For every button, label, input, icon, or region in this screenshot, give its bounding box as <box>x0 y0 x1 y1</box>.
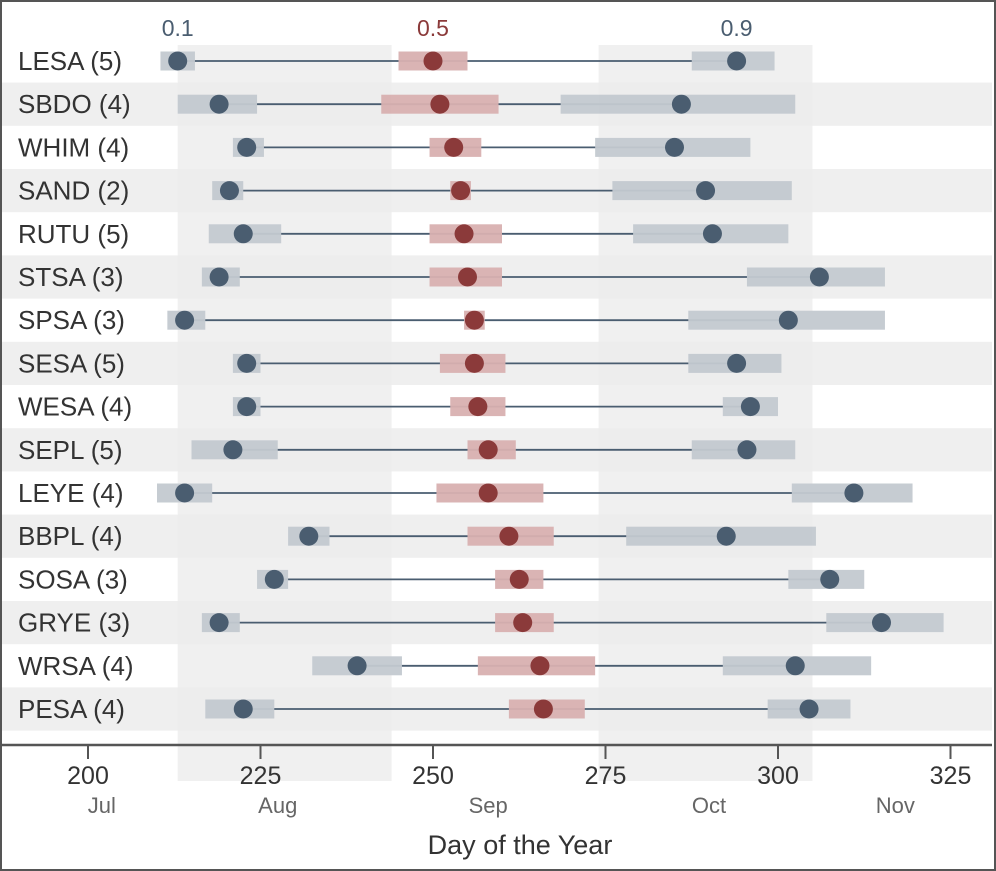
point-q0.5 <box>533 699 553 719</box>
point-q0.1 <box>233 699 253 719</box>
month-label: Jul <box>88 793 116 818</box>
point-q0.5 <box>464 310 484 330</box>
point-q0.9 <box>872 613 891 633</box>
quantile-label-0.9: 0.9 <box>721 15 753 41</box>
row-label: GRYE (3) <box>18 608 130 638</box>
point-q0.1 <box>237 137 257 157</box>
quantile-label-0.5: 0.5 <box>417 15 449 41</box>
month-label: Nov <box>876 793 915 818</box>
point-q0.1 <box>209 94 229 114</box>
point-q0.5 <box>430 94 450 114</box>
month-label: Sep <box>469 793 508 818</box>
point-q0.9 <box>671 94 691 114</box>
x-tick-label: 200 <box>67 762 109 790</box>
x-axis-title: Day of the Year <box>428 830 613 860</box>
point-q0.5 <box>513 613 533 633</box>
point-q0.5 <box>530 656 550 676</box>
point-q0.1 <box>175 310 195 330</box>
quantile-label-0.1: 0.1 <box>162 15 194 41</box>
row-label: SEPL (5) <box>18 435 123 465</box>
x-tick-label: 250 <box>412 762 454 790</box>
point-q0.1 <box>264 569 284 589</box>
point-q0.9 <box>785 656 805 676</box>
point-q0.1 <box>168 51 188 71</box>
x-tick-label: 300 <box>757 762 799 790</box>
point-q0.5 <box>478 483 498 503</box>
x-tick-label: 325 <box>930 762 972 790</box>
point-q0.5 <box>478 440 498 460</box>
month-label: Aug <box>258 793 297 818</box>
point-q0.9 <box>696 181 716 201</box>
point-q0.5 <box>499 526 519 546</box>
point-q0.5 <box>451 181 471 201</box>
point-q0.1 <box>233 224 253 244</box>
row-label: BBPL (4) <box>18 521 123 551</box>
point-q0.1 <box>223 440 243 460</box>
row-backgrounds <box>2 82 992 731</box>
point-q0.9 <box>727 353 747 373</box>
point-q0.9 <box>727 51 747 71</box>
row-label: LEYE (4) <box>18 478 124 508</box>
row-label: WRSA (4) <box>18 651 134 681</box>
point-q0.9 <box>740 397 760 417</box>
point-q0.1 <box>347 656 367 676</box>
quantile-legend: 0.1 0.5 0.9 <box>162 15 753 41</box>
point-q0.5 <box>423 51 443 71</box>
point-q0.9 <box>844 483 864 503</box>
point-q0.9 <box>820 569 840 589</box>
point-q0.5 <box>454 224 474 244</box>
point-q0.5 <box>464 353 484 373</box>
row-label: SOSA (3) <box>18 564 128 594</box>
row-label: WHIM (4) <box>18 132 129 162</box>
point-q0.9 <box>778 310 798 330</box>
point-q0.9 <box>799 699 819 719</box>
point-q0.9 <box>809 267 829 287</box>
row-label: SESA (5) <box>18 348 125 378</box>
point-q0.9 <box>716 526 736 546</box>
x-tick-label: 275 <box>585 762 627 790</box>
point-q0.1 <box>237 397 257 417</box>
point-q0.1 <box>209 613 229 633</box>
point-q0.1 <box>219 181 239 201</box>
row-label: RUTU (5) <box>18 219 129 249</box>
x-tick-label: 225 <box>240 762 282 790</box>
row-label: SAND (2) <box>18 176 129 206</box>
month-label: Oct <box>692 793 726 818</box>
row-label: STSA (3) <box>18 262 123 292</box>
x-axis: 200 225 250 275 300 325 Jul Aug Sep Oct Nov <box>2 743 992 818</box>
point-q0.9 <box>665 137 684 157</box>
point-q0.5 <box>444 137 464 157</box>
row-label: LESA (5) <box>18 46 122 76</box>
data-layer: LESA (5) SBDO (4) WHIM (4) SAND (2) RUTU (5)… <box>18 46 944 724</box>
row-label: SBDO (4) <box>18 89 131 119</box>
point-q0.1 <box>175 483 195 503</box>
row-label: WESA (4) <box>18 392 132 422</box>
point-q0.1 <box>237 353 257 373</box>
row-label: PESA (4) <box>18 694 125 724</box>
point-q0.5 <box>509 569 529 589</box>
point-q0.5 <box>468 397 488 417</box>
point-q0.1 <box>299 526 319 546</box>
point-q0.9 <box>737 440 757 460</box>
point-q0.5 <box>458 267 477 287</box>
point-q0.1 <box>209 267 229 287</box>
point-q0.9 <box>702 224 722 244</box>
row-label: SPSA (3) <box>18 305 125 335</box>
